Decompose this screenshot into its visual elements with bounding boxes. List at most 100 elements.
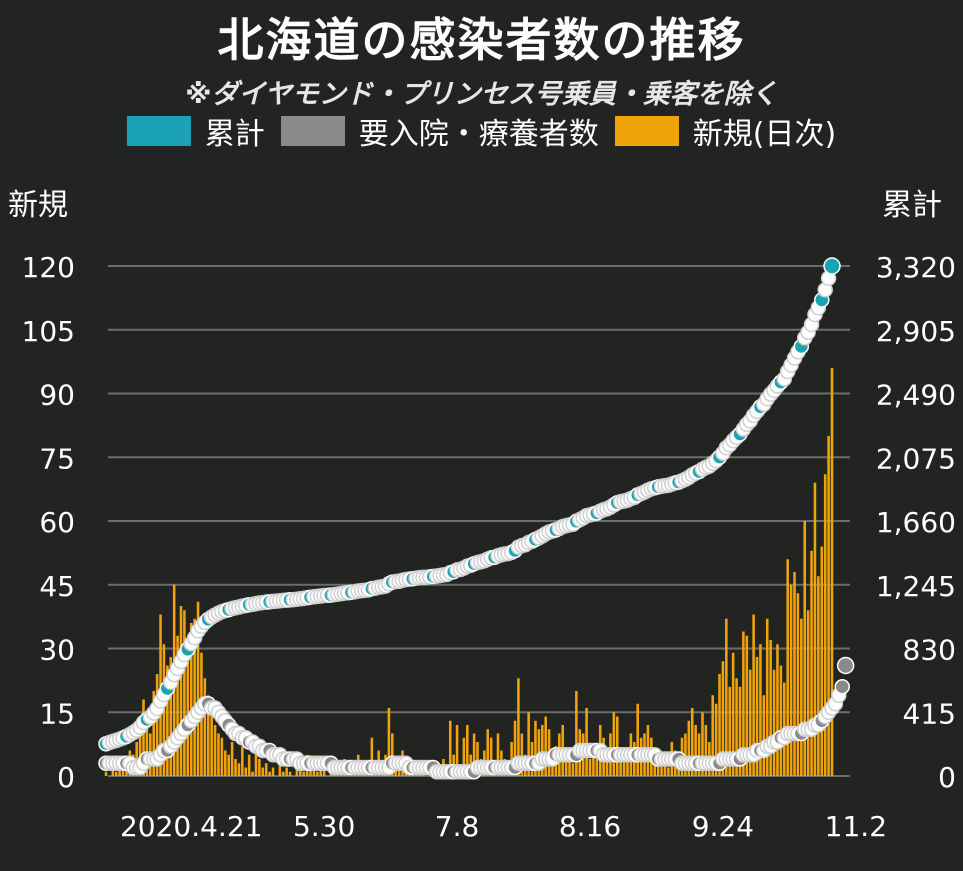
daily-bar [612,712,616,776]
daily-bar [748,669,752,776]
daily-bar [237,763,241,776]
daily-bar [769,640,772,776]
right-tick-label: 2,075 [876,442,956,475]
legend-label-active: 要入院・療養者数 [358,117,599,152]
daily-bar [152,691,155,776]
daily-bar [145,712,149,776]
left-tick-label: 15 [39,697,75,730]
daily-bar [827,436,830,776]
right-tick-label: 3,320 [876,251,956,284]
daily-bar [735,678,738,776]
left-tick-label: 30 [39,634,75,667]
daily-bar [721,661,725,776]
daily-bar [466,725,469,776]
right-tick-label: 830 [903,634,956,667]
daily-bar [738,686,742,776]
daily-bar [391,733,394,776]
daily-bar [234,759,237,776]
daily-bar [585,708,588,776]
daily-bar [261,767,265,776]
left-tick-label: 45 [39,570,75,603]
daily-bar [728,686,732,776]
x-tick-label: 11.2 [825,810,887,843]
daily-bar [397,767,401,776]
daily-bar [486,729,490,776]
daily-bar [752,614,755,776]
right-tick-label: 1,245 [876,570,956,603]
daily-bar [786,559,789,776]
daily-bar [278,763,282,776]
daily-bar [823,474,827,776]
daily-bar [206,695,210,776]
right-tick-label: 2,490 [876,379,956,412]
daily-bar [176,635,179,776]
daily-bar [220,737,224,776]
left-tick-label: 120 [22,251,75,284]
daily-bar [217,733,220,776]
daily-bar [690,708,694,776]
daily-bar [387,708,391,776]
daily-bar [476,742,479,776]
active-point [834,679,850,695]
x-tick-label: 5.30 [293,810,355,843]
legend-label-cumulative: 累計 [204,117,265,152]
daily-bar [227,754,230,776]
daily-bar [496,733,500,776]
right-tick-label: 2,905 [876,315,956,348]
daily-bar [370,737,374,776]
right-axis-title: 累計 [882,188,942,223]
daily-bar [247,754,251,776]
daily-bar [316,771,319,776]
daily-bar [448,720,452,776]
daily-bar [663,759,667,776]
legend-item-cumulative: 累計 [126,109,265,153]
daily-bar [114,771,118,776]
daily-bar [605,750,609,776]
daily-bar [759,644,762,776]
daily-bar [322,767,326,776]
daily-bar [121,767,125,776]
daily-bar [755,657,759,776]
daily-bar [271,767,275,776]
left-tick-label: 105 [22,315,75,348]
daily-bar [179,606,183,776]
daily-bar [281,771,285,776]
daily-bar [687,720,691,776]
daily-bar [714,703,718,776]
daily-bar [288,771,292,776]
daily-bar [800,618,803,776]
daily-bar [230,742,234,776]
daily-bar [796,593,800,776]
daily-bar [527,712,530,776]
daily-bar [462,737,466,776]
daily-bar [806,610,810,776]
daily-bar [568,759,571,776]
daily-bar [244,767,248,776]
daily-bar [224,750,227,776]
daily-bar [684,733,687,776]
daily-bar [520,733,524,776]
daily-bar [312,767,316,776]
daily-bar [830,368,834,776]
daily-bar [619,750,622,776]
legend-item-active: 要入院・療養者数 [280,109,599,153]
daily-bar [489,737,493,776]
daily-bar [592,750,595,776]
daily-bar [789,584,793,776]
daily-bar [636,703,639,776]
legend-swatch-cumulative [126,116,191,146]
daily-bar [104,771,108,776]
daily-bar [595,754,599,776]
daily-bar [193,618,196,776]
daily-bar [166,665,169,776]
daily-bar [472,733,476,776]
daily-bar [268,771,271,776]
daily-bar [186,644,190,776]
daily-bar [742,631,745,776]
right-tick-label: 415 [903,697,956,730]
daily-bar [622,759,626,776]
daily-bar [254,750,258,776]
daily-bar [694,725,697,776]
daily-bar [813,482,817,776]
